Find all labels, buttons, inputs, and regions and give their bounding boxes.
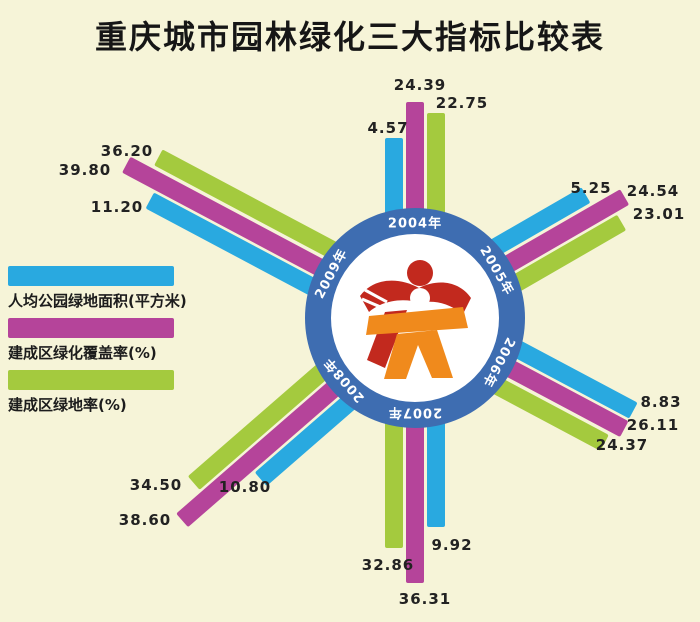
legend-label-coverage: 建成区绿化覆盖率(%) (8, 344, 157, 362)
year-label-2004年: 2004年 (387, 216, 443, 232)
value-label-2005年-green-space-rate: 23.01 (632, 205, 686, 223)
legend: 人均公园绿地面积(平方米) 建成区绿化覆盖率(%) 建成区绿地率(%) (8, 266, 187, 422)
value-label-2008年-green-coverage-rate: 38.60 (118, 511, 172, 529)
legend-row-per-capita: 人均公园绿地面积(平方米) (8, 266, 187, 311)
value-label-2007年-green-coverage-rate: 36.31 (398, 590, 452, 608)
legend-label-per-capita: 人均公园绿地面积(平方米) (8, 292, 187, 310)
legend-swatch-green-rate (8, 370, 174, 390)
legend-swatch-per-capita (8, 266, 174, 286)
value-label-2006年-green-coverage-rate: 26.11 (626, 416, 680, 434)
value-label-2006年-green-space-rate: 24.37 (595, 436, 649, 454)
value-label-2008年-green-space-rate: 34.50 (129, 476, 183, 494)
page-title: 重庆城市园林绿化三大指标比较表 (94, 18, 605, 56)
legend-row-green-rate: 建成区绿地率(%) (8, 370, 187, 415)
value-label-2006年-per-capita-park-green-area: 8.83 (640, 393, 682, 411)
chongqing-landscaping-logo (360, 260, 471, 379)
legend-swatch-coverage (8, 318, 174, 338)
value-label-2005年-green-coverage-rate: 24.54 (626, 182, 680, 200)
value-label-2004年-green-coverage-rate: 24.39 (393, 76, 447, 94)
value-label-2009年-per-capita-park-green-area: 11.20 (90, 198, 144, 216)
value-label-2007年-green-space-rate: 32.86 (361, 556, 415, 574)
value-label-2008年-per-capita-park-green-area: 10.80 (218, 478, 272, 496)
legend-label-green-rate: 建成区绿地率(%) (8, 396, 127, 414)
value-label-2009年-green-space-rate: 36.20 (100, 142, 154, 160)
value-label-2007年-per-capita-park-green-area: 9.92 (431, 536, 473, 554)
value-label-2005年-per-capita-park-green-area: 5.25 (570, 179, 612, 197)
legend-row-coverage: 建成区绿化覆盖率(%) (8, 318, 187, 363)
year-label-2007年: 2007年 (387, 404, 443, 420)
value-label-2004年-per-capita-park-green-area: 4.57 (367, 119, 409, 137)
value-label-2004年-green-space-rate: 22.75 (435, 94, 489, 112)
value-label-2009年-green-coverage-rate: 39.80 (58, 161, 112, 179)
